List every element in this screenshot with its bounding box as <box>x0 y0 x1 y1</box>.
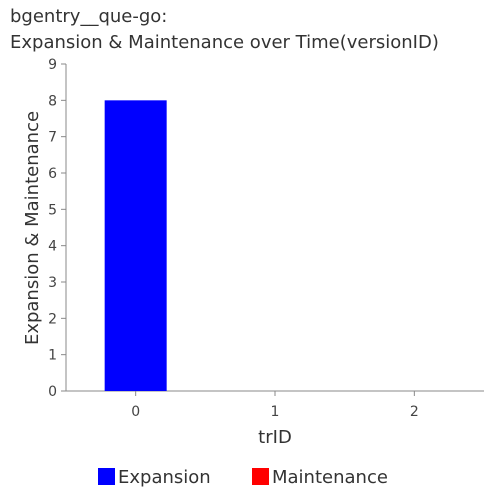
x-tick-label: 1 <box>271 404 280 420</box>
legend-label-maintenance: Maintenance <box>272 467 388 488</box>
y-tick-label: 4 <box>48 239 57 255</box>
y-tick-label: 1 <box>48 348 57 364</box>
chart-title: bgentry__que-go: <box>10 6 168 27</box>
x-tick-label: 2 <box>410 404 419 420</box>
legend-label-expansion: Expansion <box>118 467 211 488</box>
y-tick-label: 0 <box>48 384 57 400</box>
bars <box>104 100 167 391</box>
y-tick-label: 5 <box>48 202 57 218</box>
chart-subtitle: Expansion & Maintenance over Time(versio… <box>10 32 439 53</box>
y-tick-label: 8 <box>48 93 57 109</box>
legend: Expansion Maintenance <box>98 467 388 488</box>
y-tick-label: 2 <box>48 311 57 327</box>
bar-expansion-0 <box>104 100 167 391</box>
x-tick-label: 0 <box>131 404 140 420</box>
y-tick-label: 6 <box>48 166 57 182</box>
y-tick-label: 9 <box>48 57 57 73</box>
legend-swatch-expansion <box>98 468 115 485</box>
y-tick-label: 3 <box>48 275 57 291</box>
y-axis-label: Expansion & Maintenance <box>22 111 43 345</box>
y-tick-label: 7 <box>48 130 57 146</box>
legend-swatch-maintenance <box>252 468 269 485</box>
x-axis-label: trID <box>258 427 292 448</box>
